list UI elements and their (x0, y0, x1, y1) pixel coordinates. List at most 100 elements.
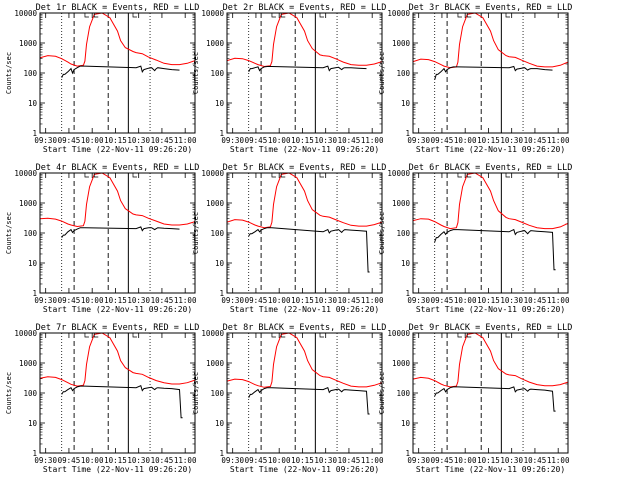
x-tick-label: 10:45 (151, 296, 174, 305)
y-tick-label: 100 (210, 69, 224, 78)
x-tick-label: 10:00 (81, 296, 104, 305)
y-tick-label: 10000 (201, 9, 224, 18)
x-tick-label: 10:45 (524, 296, 547, 305)
x-tick-label: 10:15 (477, 456, 500, 465)
attenuator-marker (466, 333, 472, 338)
x-tick-label: 10:00 (81, 136, 104, 145)
y-tick-label: 1000 (19, 199, 38, 208)
plot-frame (39, 172, 196, 294)
x-axis-label: Start Time (22-Nov-11 09:26:20) (230, 305, 379, 314)
y-tick-label: 1000 (392, 359, 411, 368)
x-axis-label: Start Time (22-Nov-11 09:26:20) (416, 305, 565, 314)
attenuator-marker (132, 173, 137, 178)
attenuator-marker (319, 333, 324, 338)
attenuator-marker (93, 333, 99, 338)
x-tick-label: 10:45 (338, 296, 361, 305)
chart-title: Det 4r BLACK = Events, RED = LLD (36, 163, 200, 173)
y-tick-label: 1 (219, 129, 224, 138)
x-tick-label: 09:30 (407, 136, 430, 145)
attenuator-marker (505, 13, 510, 18)
lld-series-line (40, 13, 195, 67)
x-tick-label: 10:15 (104, 456, 127, 465)
events-series-line (61, 226, 180, 238)
events-series-line (248, 65, 367, 73)
x-axis-label: Start Time (22-Nov-11 09:26:20) (416, 145, 565, 154)
y-tick-label: 100 (23, 69, 37, 78)
attenuator-marker (280, 333, 286, 338)
x-tick-label: 11:00 (547, 456, 570, 465)
chart-panel-4: Det 4r BLACK = Events, RED = LLD Counts/s… (5, 163, 199, 314)
attenuator-marker (93, 13, 99, 18)
attenuator-marker (280, 13, 286, 18)
x-tick-label: 09:45 (245, 456, 268, 465)
y-tick-label: 1 (405, 449, 410, 458)
chart-panel-8: Det 8r BLACK = Events, RED = LLD Counts/s… (192, 323, 386, 474)
y-tick-label: 10000 (201, 329, 224, 338)
chart-panel-5: Det 5r BLACK = Events, RED = LLD Counts/s… (192, 163, 386, 314)
events-series-line (434, 228, 556, 271)
x-axis-label: Start Time (22-Nov-11 09:26:20) (230, 465, 379, 474)
x-tick-label: 11:00 (547, 136, 570, 145)
y-tick-label: 1 (32, 129, 37, 138)
x-tick-label: 11:00 (174, 136, 197, 145)
y-tick-label: 100 (210, 389, 224, 398)
x-axis-label: Start Time (22-Nov-11 09:26:20) (43, 145, 192, 154)
plot-frame (226, 172, 383, 294)
x-tick-label: 09:45 (58, 456, 81, 465)
x-tick-label: 09:45 (431, 296, 454, 305)
chart-title: Det 5r BLACK = Events, RED = LLD (223, 163, 387, 173)
x-tick-label: 11:00 (361, 456, 384, 465)
attenuator-marker (505, 333, 510, 338)
x-tick-label: 10:15 (104, 136, 127, 145)
x-axis-label: Start Time (22-Nov-11 09:26:20) (416, 465, 565, 474)
y-tick-label: 10000 (14, 329, 37, 338)
plot-frame (412, 332, 569, 454)
y-tick-label: 100 (396, 389, 410, 398)
y-tick-label: 1000 (19, 359, 38, 368)
x-tick-label: 10:45 (524, 136, 547, 145)
x-tick-label: 11:00 (547, 296, 570, 305)
x-tick-label: 09:30 (407, 296, 430, 305)
y-tick-label: 10000 (14, 169, 37, 178)
y-tick-label: 1000 (206, 359, 225, 368)
chart-panel-7: Det 7r BLACK = Events, RED = LLD Counts/s… (5, 323, 199, 474)
lld-series-line (413, 173, 568, 230)
lld-series-line (227, 333, 382, 388)
x-tick-label: 10:45 (524, 456, 547, 465)
y-tick-label: 10 (28, 259, 38, 268)
attenuator-marker (271, 173, 276, 178)
y-tick-label: 1000 (206, 39, 225, 48)
x-tick-label: 09:45 (245, 296, 268, 305)
x-tick-label: 10:00 (454, 456, 477, 465)
y-tick-label: 10000 (387, 9, 410, 18)
y-tick-label: 10000 (387, 169, 410, 178)
attenuator-marker (466, 173, 472, 178)
lld-series-line (227, 13, 382, 68)
attenuator-marker (271, 13, 276, 18)
x-tick-label: 09:30 (407, 456, 430, 465)
lld-series-line (413, 333, 568, 388)
chart-panel-1: Det 1r BLACK = Events, RED = LLD Counts/s… (5, 3, 199, 154)
x-tick-label: 10:30 (127, 136, 150, 145)
x-tick-label: 10:30 (127, 296, 150, 305)
x-tick-label: 10:15 (104, 296, 127, 305)
attenuator-marker (132, 13, 137, 18)
y-tick-label: 10 (215, 259, 225, 268)
y-tick-label: 10000 (14, 9, 37, 18)
y-tick-label: 10 (401, 259, 411, 268)
attenuator-marker (457, 333, 462, 338)
y-tick-label: 100 (23, 229, 37, 238)
x-tick-label: 10:30 (314, 296, 337, 305)
x-tick-label: 10:00 (268, 456, 291, 465)
y-tick-label: 10000 (387, 329, 410, 338)
y-tick-label: 1000 (392, 199, 411, 208)
events-series-line (61, 385, 183, 419)
x-tick-label: 09:45 (431, 136, 454, 145)
events-series-line (434, 65, 553, 80)
y-tick-label: 10 (215, 99, 225, 108)
y-tick-label: 100 (210, 229, 224, 238)
chart-panel-6: Det 6r BLACK = Events, RED = LLD Counts/s… (378, 163, 572, 314)
y-tick-label: 10 (401, 419, 411, 428)
chart-panel-2: Det 2r BLACK = Events, RED = LLD Counts/s… (192, 3, 386, 154)
y-axis-label: Counts/sec (378, 212, 386, 254)
